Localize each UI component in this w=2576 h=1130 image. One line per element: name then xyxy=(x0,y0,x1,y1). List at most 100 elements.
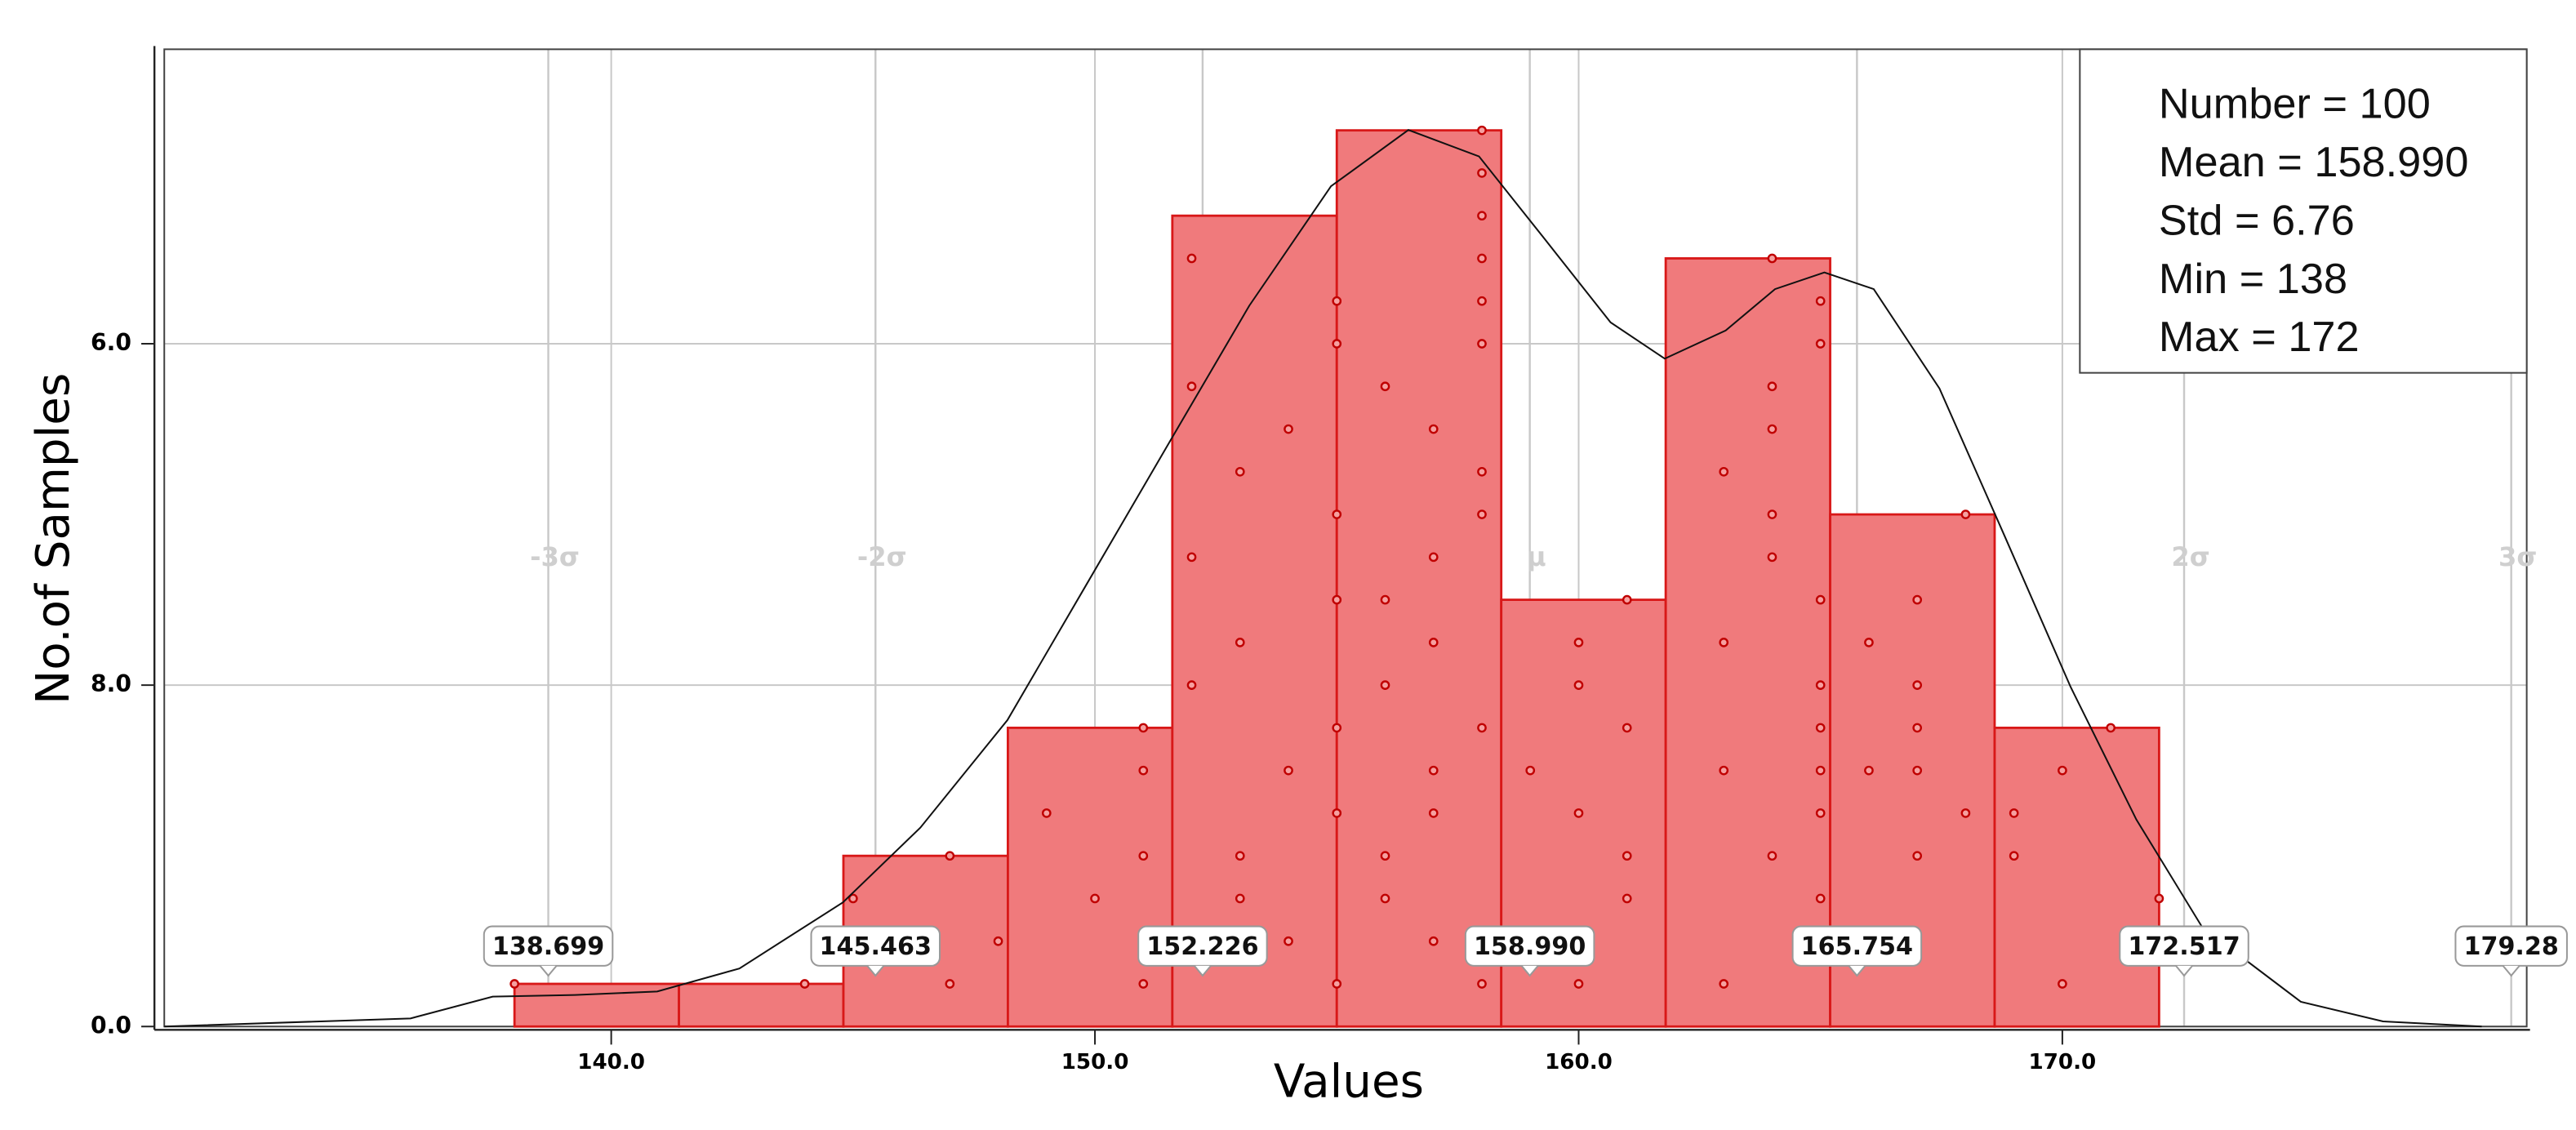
y-tick-label: 6.0 xyxy=(91,329,131,356)
sample-point xyxy=(1767,253,1777,264)
stats-line: Mean = 158.990 xyxy=(2159,139,2469,186)
sample-point xyxy=(1815,723,1826,733)
stats-line: Max = 172 xyxy=(2159,314,2360,361)
callout-pointer xyxy=(539,965,558,977)
sample-point xyxy=(1622,723,1632,733)
callout-pointer xyxy=(2502,965,2520,977)
sample-point xyxy=(1767,851,1777,861)
sample-point xyxy=(2154,893,2164,904)
sample-point xyxy=(1138,979,1149,989)
sigma-value-callout: 152.226 xyxy=(1137,925,1268,977)
sample-point xyxy=(1767,509,1777,519)
sample-point xyxy=(1138,723,1149,733)
sample-point xyxy=(1815,765,1826,776)
x-axis-title: Values xyxy=(1274,1055,1424,1108)
x-tick-label: 160.0 xyxy=(1545,1050,1613,1074)
sample-point xyxy=(1428,552,1439,563)
sample-point xyxy=(1912,680,1923,690)
sample-point xyxy=(1380,851,1390,861)
sample-point xyxy=(2009,808,2019,818)
sample-point xyxy=(1428,808,1439,818)
stats-line: Std = 6.76 xyxy=(2159,197,2355,244)
sigma-label: μ xyxy=(1527,541,1546,572)
sample-point xyxy=(1477,509,1487,519)
sigma-label: -3σ xyxy=(530,541,580,572)
sample-point xyxy=(1138,851,1149,861)
callout-pointer xyxy=(1520,965,1539,977)
sample-point xyxy=(1235,851,1245,861)
sample-point xyxy=(1815,808,1826,818)
sample-point xyxy=(2058,979,2067,989)
sigma-value-label: 158.990 xyxy=(1474,932,1586,961)
sample-point xyxy=(1477,979,1487,989)
sigma-label: -2σ xyxy=(857,541,907,572)
y-tick-label: 0.0 xyxy=(91,1012,131,1039)
sample-point xyxy=(1622,851,1632,861)
stats-line: Number = 100 xyxy=(2159,81,2431,128)
sample-point xyxy=(2106,723,2116,733)
sample-point xyxy=(1622,893,1632,904)
sample-point xyxy=(1235,893,1245,904)
bar xyxy=(678,982,845,1028)
y-axis-title: No.of Samples xyxy=(27,373,80,705)
sample-point xyxy=(509,979,519,989)
sigma-value-callout: 172.517 xyxy=(2119,925,2249,977)
sample-point xyxy=(1960,808,1971,818)
sample-point xyxy=(1815,339,1826,349)
callout-pointer xyxy=(1194,965,1212,977)
callout-pointer xyxy=(866,965,885,977)
sample-point xyxy=(1767,381,1777,392)
sample-point xyxy=(1864,765,1874,776)
sigma-value-callout: 145.463 xyxy=(810,925,941,977)
sigma-value-callout: 138.699 xyxy=(483,925,614,977)
sample-point xyxy=(1428,765,1439,776)
sigma-value-label: 152.226 xyxy=(1146,932,1258,961)
sample-point xyxy=(799,979,810,989)
x-tick-label: 140.0 xyxy=(577,1050,645,1074)
sample-point xyxy=(1573,680,1584,690)
sample-point xyxy=(1235,638,1245,647)
sample-point xyxy=(1960,509,1971,519)
sample-point xyxy=(1912,765,1923,776)
x-tick-label: 150.0 xyxy=(1061,1050,1129,1074)
bar xyxy=(1006,726,1174,1028)
callout-pointer xyxy=(1848,965,1866,977)
sample-point xyxy=(1912,723,1923,733)
sample-point xyxy=(1235,466,1245,477)
sample-point xyxy=(1912,851,1923,861)
callout-pointer xyxy=(2175,965,2193,977)
sample-point xyxy=(1380,893,1390,904)
sample-point xyxy=(1573,808,1584,818)
sample-point xyxy=(1622,594,1632,605)
sample-point xyxy=(1573,979,1584,989)
sigma-value-label: 145.463 xyxy=(820,932,932,961)
sample-point xyxy=(1428,936,1439,946)
sample-point xyxy=(1090,893,1100,904)
sample-point xyxy=(1428,424,1439,434)
sample-point xyxy=(1380,594,1390,605)
sigma-label: 3σ xyxy=(2498,541,2537,572)
sample-point xyxy=(1332,339,1342,349)
sigma-value-label: 165.754 xyxy=(1801,932,1913,961)
sample-point xyxy=(1719,979,1729,989)
sample-point xyxy=(1815,296,1826,306)
sample-point xyxy=(1815,680,1826,690)
sample-point xyxy=(945,851,955,861)
sample-point xyxy=(1332,296,1342,306)
y-tick-label: 8.0 xyxy=(91,670,131,697)
sample-point xyxy=(1864,638,1874,647)
sigma-value-label: 138.699 xyxy=(492,932,604,961)
sample-point xyxy=(1573,638,1584,647)
sigma-value-label: 179.28 xyxy=(2463,932,2558,961)
sample-point xyxy=(1332,594,1342,605)
sigma-value-label: 172.517 xyxy=(2128,932,2240,961)
sample-point xyxy=(848,893,858,904)
sigma-value-callout: 165.754 xyxy=(1791,925,1923,977)
sample-point xyxy=(2009,851,2019,861)
sample-point xyxy=(1912,594,1923,605)
sample-point xyxy=(1186,253,1197,264)
sample-point xyxy=(1477,723,1487,733)
sample-point xyxy=(1719,638,1729,647)
